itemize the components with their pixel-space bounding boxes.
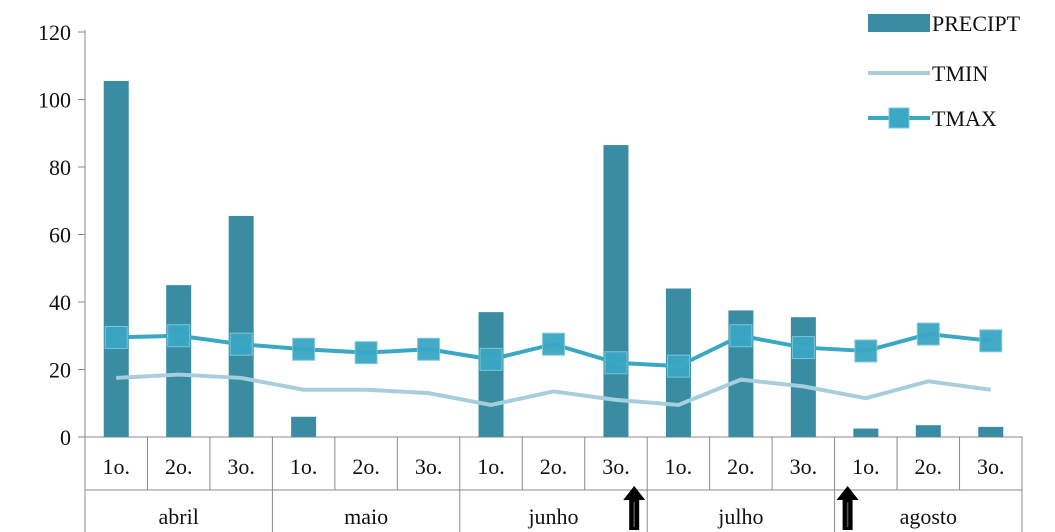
legend-precipt-swatch [868,14,930,32]
x-group-label: julho [717,504,763,529]
y-tick-label: 20 [49,358,71,383]
x-category-label: 3o. [790,454,818,479]
precipt-bars [103,80,1004,437]
tmax-marker [791,336,815,360]
tmax-marker [292,337,316,361]
x-category-label: 2o. [727,454,755,479]
y-tick-label: 80 [49,155,71,180]
x-group-label: agosto [900,504,957,529]
y-axis: 0 20 40 60 80 100 120 [38,20,86,450]
tmax-marker [666,354,690,378]
tmin-line [116,372,992,407]
temperature-lines [104,322,1003,407]
precipt-bar [103,80,129,437]
x-category-label: 3o. [227,454,255,479]
tmax-marker [604,351,628,375]
precipt-bar [228,215,254,437]
x-group-label: abril [159,504,199,529]
arrow-markers [623,486,859,530]
precipt-bar [790,317,816,437]
y-tick-label: 0 [60,425,71,450]
precipt-bar [603,145,629,437]
tmax-marker [854,339,878,363]
x-category-label: 1o. [102,454,130,479]
up-arrow-icon [836,486,859,530]
precipt-bar [978,426,1004,437]
x-category-label: 2o. [915,454,943,479]
tmax-marker [916,322,940,346]
y-tick-label: 40 [49,290,71,315]
x-category-label: 3o. [977,454,1005,479]
x-category-label: 1o. [665,454,693,479]
legend-tmax-marker [888,107,910,129]
tmax-marker [542,332,565,356]
y-tick-label: 60 [49,223,71,248]
legend-precipt-label: PRECIPT [932,11,1021,36]
precipt-bar [291,416,317,437]
tmax-marker [167,324,191,348]
legend-tmin-label: TMIN [932,61,988,86]
tmax-marker [979,329,1003,353]
precipt-bar [853,428,879,437]
legend: PRECIPT TMIN TMAX [868,11,1021,131]
y-tick-label: 120 [38,20,71,45]
precipt-bar [478,312,504,437]
x-category-label: 3o. [602,454,630,479]
precipt-bar [166,285,192,437]
tmax-marker [479,347,503,371]
up-arrow-icon [623,486,646,530]
x-group-label: maio [344,504,388,529]
x-category-label: 2o. [540,454,568,479]
y-tick-label: 100 [38,88,71,113]
tmax-marker [104,325,128,349]
tmax-marker [417,337,441,361]
legend-tmax-label: TMAX [932,106,997,131]
x-category-label: 3o. [415,454,443,479]
tmax-marker [729,324,753,348]
x-category-label: 1o. [290,454,318,479]
x-group-label: junho [527,504,578,529]
x-category-label: 1o. [852,454,880,479]
precipt-bar [915,425,941,437]
tmax-marker [229,332,253,356]
x-axis: 1o. 2o. 3o. 1o. 2o. 3o. 1o. 2o. 3o. 1o. 2o. 3o. 1o. 2… [84,436,1023,532]
x-category-label: 2o. [165,454,193,479]
tmax-marker [354,341,378,365]
x-category-label: 2o. [352,454,380,479]
x-category-label: 1o. [477,454,505,479]
